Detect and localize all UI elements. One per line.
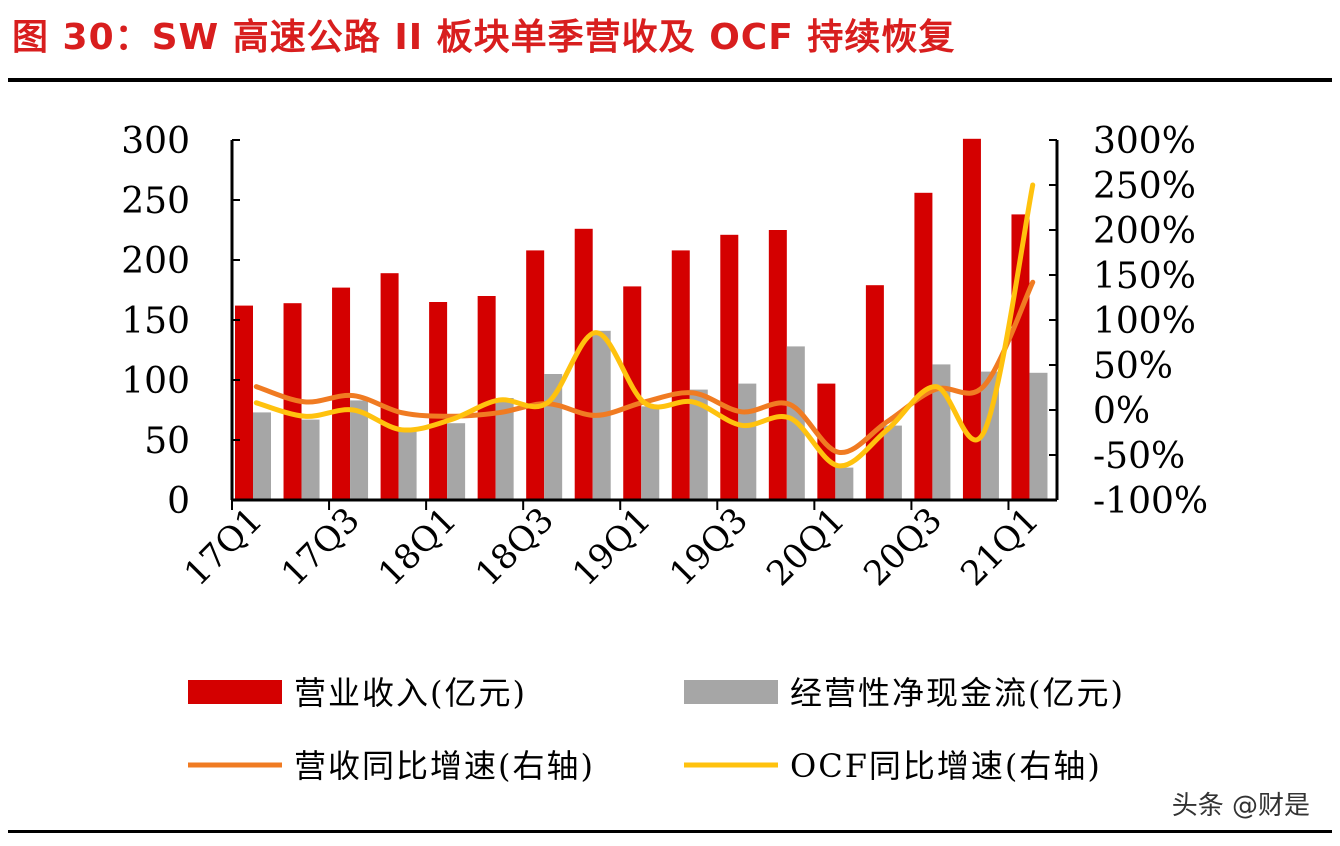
left-tick-label: 300 — [121, 121, 190, 162]
bar-ocf-20Q2 — [883, 425, 902, 500]
x-tick-label: 21Q1 — [953, 500, 1047, 594]
left-tick-label: 200 — [121, 241, 190, 282]
x-tick-label: 17Q3 — [274, 500, 368, 594]
bar-revenue-18Q1 — [429, 302, 448, 500]
right-tick-label: 250% — [1093, 166, 1196, 207]
bar-ocf-17Q3 — [350, 400, 369, 500]
x-tick-label: 18Q3 — [468, 500, 562, 594]
bar-ocf-17Q2 — [301, 419, 320, 500]
right-tick-label: 300% — [1093, 121, 1196, 162]
legend-swatch-1 — [684, 680, 778, 704]
right-tick-label: 0% — [1093, 391, 1150, 432]
bar-revenue-20Q2 — [865, 285, 884, 500]
line-revenue-growth — [253, 279, 1036, 455]
bar-ocf-19Q2 — [689, 389, 708, 500]
line-ocf-growth — [253, 182, 1036, 469]
bar-revenue-19Q4 — [768, 230, 787, 500]
x-tick-label: 19Q3 — [662, 500, 756, 594]
x-tick-label: 19Q1 — [565, 500, 659, 594]
bar-ocf-18Q1 — [447, 423, 466, 500]
watermark: 头条 @财是 — [1171, 791, 1310, 821]
right-tick-label: -100% — [1093, 481, 1208, 522]
bar-ocf-18Q2 — [495, 398, 514, 500]
left-tick-label: 100 — [121, 361, 190, 402]
bar-revenue-19Q2 — [671, 250, 690, 500]
bar-ocf-21Q1 — [1029, 372, 1048, 500]
top-rule — [8, 78, 1332, 82]
right-tick-label: 150% — [1093, 256, 1196, 297]
legend-label-0: 营业收入(亿元) — [294, 674, 527, 712]
bottom-rule — [8, 830, 1332, 833]
legend-swatch-0 — [188, 680, 282, 704]
bar-ocf-19Q3 — [738, 383, 757, 500]
bar-revenue-20Q3 — [914, 192, 933, 501]
bar-ocf-20Q1 — [835, 467, 854, 500]
x-tick-label: 18Q1 — [371, 500, 465, 594]
bar-revenue-17Q1 — [235, 305, 253, 500]
right-tick-label: -50% — [1093, 436, 1185, 477]
bar-revenue-17Q4 — [380, 273, 399, 500]
bar-ocf-19Q1 — [641, 406, 660, 500]
bar-revenue-18Q3 — [526, 250, 545, 500]
right-tick-label: 200% — [1093, 211, 1196, 252]
x-tick-label: 20Q1 — [759, 500, 853, 594]
legend-label-3: OCF同比增速(右轴) — [790, 747, 1102, 785]
bar-revenue-20Q4 — [962, 138, 981, 501]
legend-label-2: 营收同比增速(右轴) — [294, 747, 595, 785]
bar-revenue-18Q2 — [477, 296, 496, 500]
bar-revenue-19Q3 — [720, 234, 739, 501]
right-tick-label: 100% — [1093, 301, 1196, 342]
bar-ocf-17Q1 — [253, 412, 271, 500]
left-tick-label: 250 — [121, 181, 190, 222]
bar-revenue-18Q4 — [574, 228, 593, 501]
left-tick-label: 150 — [121, 301, 190, 342]
bar-revenue-19Q1 — [623, 286, 642, 500]
x-tick-label: 20Q3 — [856, 500, 950, 594]
figure-title: 图 30：SW 高速公路 II 板块单季营收及 OCF 持续恢复 — [12, 17, 956, 58]
bar-ocf-17Q4 — [398, 431, 417, 500]
x-tick-label: 17Q1 — [177, 500, 271, 594]
left-tick-label: 50 — [144, 421, 190, 462]
legend-label-1: 经营性净现金流(亿元) — [790, 674, 1125, 712]
left-tick-label: 0 — [167, 481, 190, 522]
right-tick-label: 50% — [1093, 346, 1173, 387]
